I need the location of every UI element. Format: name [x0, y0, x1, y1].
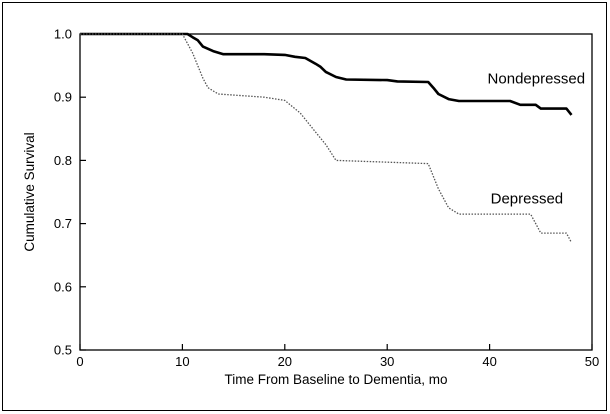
series-label-depressed: Depressed [491, 190, 564, 207]
x-tick-label: 30 [380, 354, 394, 369]
series-label-nondepressed: Nondepressed [488, 70, 586, 87]
y-tick-label: 0.6 [54, 279, 72, 294]
y-axis-title: Cumulative Survival [22, 132, 37, 251]
chart-frame [2, 2, 607, 411]
y-tick-label: 0.7 [54, 216, 72, 231]
y-tick-label: 0.8 [54, 153, 72, 168]
series-layer [80, 32, 573, 243]
y-tick-label: 1.0 [54, 27, 72, 42]
x-tick-label: 0 [76, 354, 83, 369]
series-line-depressed [80, 33, 573, 243]
labels-layer: Nondepressed Depressed [488, 70, 586, 207]
y-tick-label: 0.5 [54, 343, 72, 358]
x-tick-label: 40 [482, 354, 496, 369]
x-tick-label: 20 [278, 354, 292, 369]
x-axis-title: Time From Baseline to Dementia, mo [224, 372, 447, 387]
axes: 0 10 20 30 40 50 0.5 0.6 0.7 0.8 0.9 1.0 [54, 27, 599, 370]
x-tick-label: 10 [175, 354, 189, 369]
plot-area-border [79, 33, 593, 351]
series-line-nondepressed [80, 32, 573, 116]
y-tick-label: 0.9 [54, 90, 72, 105]
x-tick-label: 50 [585, 354, 599, 369]
